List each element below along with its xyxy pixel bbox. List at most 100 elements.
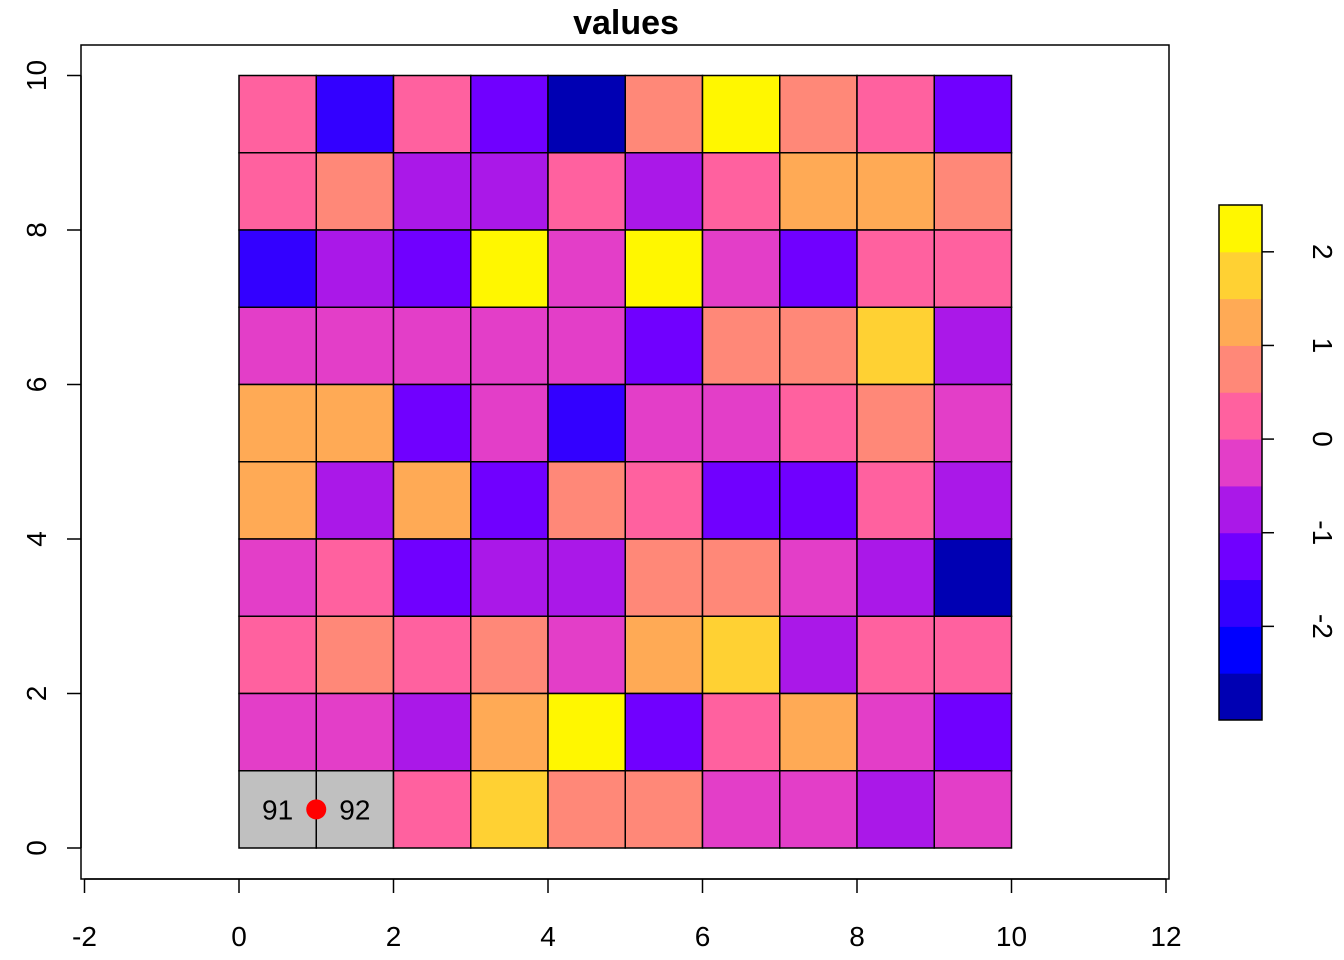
y-tick-label: 2 (21, 686, 52, 702)
legend-swatch (1219, 532, 1262, 581)
raster-cell (624, 229, 704, 308)
raster-cell (856, 306, 935, 386)
raster-cell (315, 770, 395, 849)
cell-value-label: 91 (262, 794, 293, 825)
raster-cell (315, 152, 395, 231)
raster-cell (315, 538, 395, 617)
raster-cell (470, 615, 549, 695)
x-tick-label: -2 (72, 921, 97, 952)
raster-cell (624, 538, 704, 617)
raster-cell (624, 306, 704, 386)
color-legend: -2 -1 0 1 2 (1218, 204, 1338, 721)
chart-title: values (573, 4, 679, 42)
x-tick-label: 2 (386, 921, 402, 952)
legend-tick-label: 2 (1307, 244, 1338, 260)
raster-cell (238, 538, 317, 617)
cell-labels: 91 92 (262, 794, 370, 825)
raster-cell (315, 383, 395, 463)
raster-cell (933, 770, 1013, 849)
raster-cell (856, 692, 935, 772)
raster-cell (238, 229, 317, 308)
raster-cell (779, 461, 858, 540)
raster-cell (779, 770, 858, 849)
raster-cell (392, 306, 472, 386)
raster-cell (624, 74, 704, 154)
x-tick-label: 12 (1150, 921, 1181, 952)
raster-cell (392, 74, 472, 154)
cell-value-label: 92 (339, 794, 370, 825)
legend-swatch (1219, 251, 1262, 300)
raster-cell (392, 692, 472, 772)
raster-cell (547, 461, 626, 540)
raster-cell (470, 770, 549, 849)
raster-cell (392, 229, 472, 308)
raster-cell (547, 306, 626, 386)
raster-cell (856, 152, 935, 231)
raster-cell (315, 229, 395, 308)
raster-cell (470, 383, 549, 463)
raster-cell (933, 538, 1013, 617)
raster-cell (392, 152, 472, 231)
raster-cell (624, 152, 704, 231)
highlight-point (306, 799, 327, 820)
raster-cell (779, 306, 858, 386)
y-tick-label: 4 (21, 531, 52, 547)
raster-cell (701, 770, 781, 849)
x-tick-label: 6 (695, 921, 711, 952)
raster-cell (315, 74, 395, 154)
raster-cell (238, 383, 317, 463)
raster-cell (779, 74, 858, 154)
x-tick-label: 8 (849, 921, 865, 952)
raster-cell (701, 74, 781, 154)
legend-swatch (1219, 392, 1262, 440)
raster-cell (547, 152, 626, 231)
x-axis: -2 0 2 4 6 8 10 12 (72, 878, 1182, 952)
y-tick-label: 8 (21, 222, 52, 238)
raster-cell (315, 692, 395, 772)
raster-cell (624, 615, 704, 695)
raster-cell (856, 615, 935, 695)
y-tick-label: 10 (21, 60, 52, 91)
legend-tick-label: -1 (1307, 520, 1338, 545)
raster-cell (779, 692, 858, 772)
raster-cell (856, 538, 935, 617)
raster-cell (392, 383, 472, 463)
raster-cell (392, 538, 472, 617)
raster-cell (315, 615, 395, 695)
y-axis: 0 2 4 6 8 10 (21, 60, 82, 856)
raster-cell (392, 461, 472, 540)
raster-cell (547, 229, 626, 308)
y-tick-label: 6 (21, 377, 52, 393)
raster-cell (701, 383, 781, 463)
raster-cell (392, 770, 472, 849)
raster-cell (933, 461, 1013, 540)
legend-swatch (1219, 205, 1262, 253)
raster-cell (779, 538, 858, 617)
raster-cell (933, 229, 1013, 308)
raster-cell (470, 152, 549, 231)
raster-cell (701, 615, 781, 695)
point-layer (306, 799, 327, 820)
raster-cell (701, 692, 781, 772)
raster-cell (238, 306, 317, 386)
raster-cell (701, 152, 781, 231)
x-tick-label: 0 (231, 921, 247, 952)
x-tick-label: 10 (996, 921, 1027, 952)
raster-cell (238, 770, 317, 849)
raster-cell (547, 692, 626, 772)
raster-cell (315, 306, 395, 386)
raster-cell (856, 74, 935, 154)
raster-cell (856, 383, 935, 463)
raster-cell (547, 615, 626, 695)
y-tick-label: 0 (21, 840, 52, 856)
raster-cell (933, 152, 1013, 231)
raster-cell (856, 770, 935, 849)
raster-cell (470, 229, 549, 308)
raster-cell (238, 615, 317, 695)
raster-cell (238, 461, 317, 540)
legend-swatch (1219, 345, 1262, 393)
raster-cell (470, 306, 549, 386)
x-tick-label: 4 (540, 921, 556, 952)
raster-cell (701, 461, 781, 540)
raster-cell (933, 383, 1013, 463)
